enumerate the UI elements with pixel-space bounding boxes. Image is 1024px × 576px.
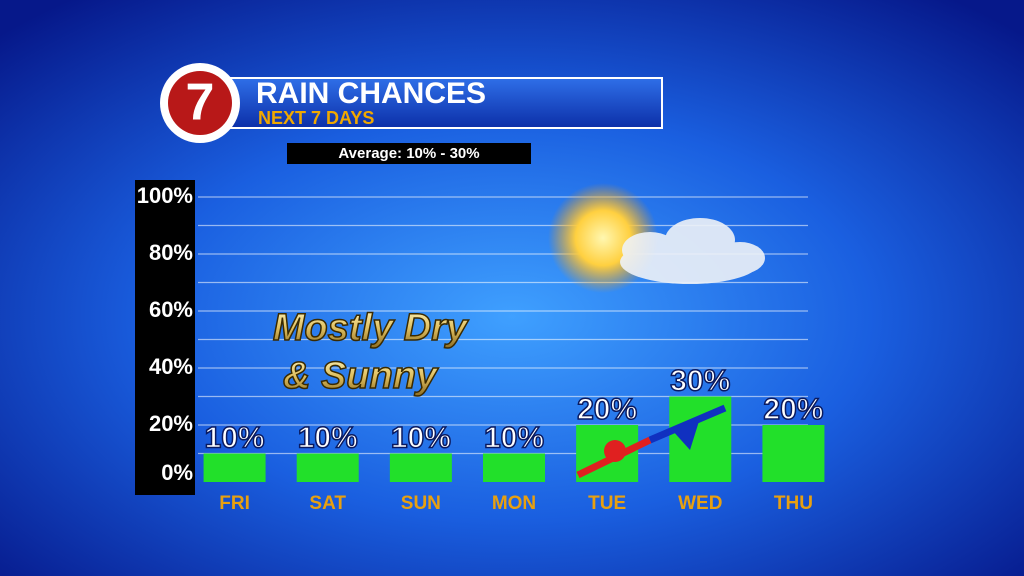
bar bbox=[296, 453, 359, 482]
y-tick-label: 0% bbox=[161, 460, 193, 485]
x-tick-label: WED bbox=[678, 493, 722, 514]
value-label: 10% bbox=[391, 421, 451, 454]
x-tick-label: SUN bbox=[401, 493, 441, 514]
cloud-icon bbox=[620, 218, 765, 284]
bar bbox=[762, 425, 825, 482]
x-tick-label: SAT bbox=[309, 493, 346, 514]
value-label: 10% bbox=[298, 421, 358, 454]
average-box bbox=[287, 143, 531, 164]
value-label: 30% bbox=[670, 364, 730, 397]
value-label: 10% bbox=[484, 421, 544, 454]
x-tick-label: TUE bbox=[588, 493, 626, 514]
value-label: 10% bbox=[205, 421, 265, 454]
logo: 7 bbox=[186, 74, 215, 132]
y-tick-label: 80% bbox=[149, 240, 193, 265]
x-tick-label: MON bbox=[492, 493, 536, 514]
y-tick-label: 100% bbox=[137, 183, 193, 208]
bar bbox=[389, 453, 452, 482]
y-tick-label: 60% bbox=[149, 297, 193, 322]
bar bbox=[483, 453, 545, 482]
warm-front-dot bbox=[604, 440, 626, 462]
forecast-note: & Sunny bbox=[283, 355, 439, 397]
y-tick-label: 40% bbox=[149, 354, 193, 379]
cold-front-tri bbox=[672, 418, 700, 450]
chart-title: RAIN CHANCES bbox=[256, 77, 486, 110]
axis-panel bbox=[135, 180, 195, 495]
y-tick-label: 20% bbox=[149, 411, 193, 436]
logo-circle bbox=[168, 71, 232, 135]
chart-subtitle: NEXT 7 DAYS bbox=[258, 108, 374, 128]
x-tick-label: FRI bbox=[219, 493, 250, 514]
value-label: 20% bbox=[577, 393, 637, 426]
x-tick-label: THU bbox=[774, 493, 813, 514]
average-note: Average: 10% - 30% bbox=[338, 145, 479, 162]
value-label: 20% bbox=[763, 393, 823, 426]
forecast-note: Mostly Dry bbox=[273, 307, 469, 349]
bar bbox=[203, 453, 266, 482]
